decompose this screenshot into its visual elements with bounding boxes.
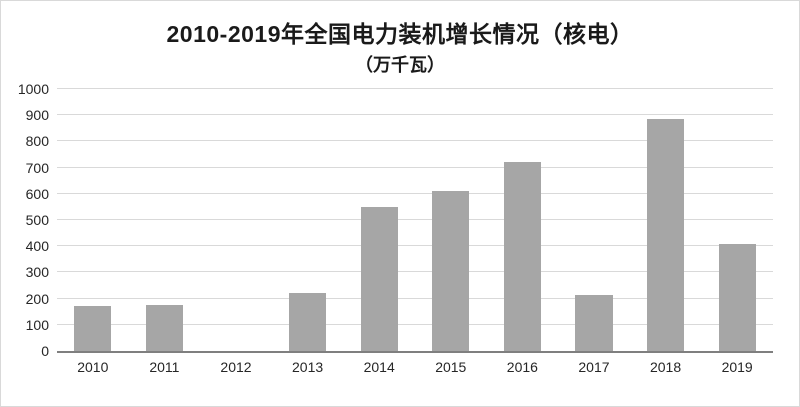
- bar: [145, 305, 183, 351]
- bar: [503, 162, 541, 351]
- bar-series: [57, 89, 773, 351]
- y-tick-label: 200: [25, 290, 49, 307]
- y-tick-label: 800: [25, 133, 49, 150]
- bar-slot: [200, 89, 272, 351]
- bar-slot: [272, 89, 344, 351]
- gridline: [57, 297, 773, 299]
- x-tick-label: 2014: [363, 359, 395, 375]
- bar-slot: [415, 89, 487, 351]
- bar: [74, 306, 112, 351]
- x-tick-label: 2018: [649, 359, 682, 375]
- chart-body: 0 100 200 300 400 500 600 700 800 900 1000: [15, 81, 773, 359]
- bar-slot: [129, 89, 201, 351]
- y-tick-label: 600: [25, 185, 49, 202]
- y-tick-label: 700: [25, 159, 49, 176]
- y-tick-label: 500: [25, 212, 49, 228]
- bar: [718, 243, 756, 351]
- bar: [575, 294, 613, 351]
- bar-slot: [630, 89, 702, 351]
- y-tick-label: 300: [25, 264, 49, 281]
- plot-area: [57, 88, 773, 353]
- x-tick-label: 2016: [506, 359, 538, 375]
- gridline: [57, 245, 773, 247]
- y-axis: 0 100 200 300 400 500 600 700 800 900 1000: [15, 81, 57, 359]
- gridline: [57, 219, 773, 220]
- bar-slot: [701, 89, 773, 351]
- x-tick-label: 2017: [578, 359, 610, 375]
- x-tick-label: 2011: [149, 359, 180, 375]
- bar-slot: [57, 89, 129, 351]
- x-tick-label: 2013: [292, 359, 324, 375]
- x-tick-label: 2010: [77, 359, 109, 375]
- gridline: [57, 323, 773, 325]
- x-tick-label: 2015: [435, 359, 467, 375]
- gridline: [57, 271, 773, 273]
- y-tick-label: 0: [41, 343, 49, 359]
- bar: [288, 293, 327, 351]
- gridline: [57, 140, 773, 142]
- bar-slot: [487, 89, 559, 351]
- gridline: [57, 192, 773, 194]
- bar-slot: [343, 89, 415, 351]
- bar-slot: [558, 89, 630, 351]
- y-tick-label: 400: [25, 238, 49, 255]
- chart-title: 2010-2019年全国电力装机增长情况（核电）: [166, 21, 634, 47]
- y-tick-label: 900: [25, 107, 49, 124]
- x-tick-label: 2019: [721, 359, 753, 375]
- gridline: [57, 166, 773, 168]
- x-tick-label: 2012: [220, 359, 252, 375]
- x-axis: 2010 2011 2012 2013 2014 2015 2016 2017 2018 2019: [57, 359, 773, 375]
- bar: [646, 119, 685, 351]
- bar: [360, 206, 398, 351]
- gridline: [57, 114, 773, 116]
- chart-subtitle: （万千瓦）: [355, 55, 445, 75]
- y-tick-label: 100: [25, 316, 49, 333]
- bar: [432, 191, 470, 351]
- y-tick-label: 1000: [17, 81, 49, 97]
- gridline: [57, 88, 773, 89]
